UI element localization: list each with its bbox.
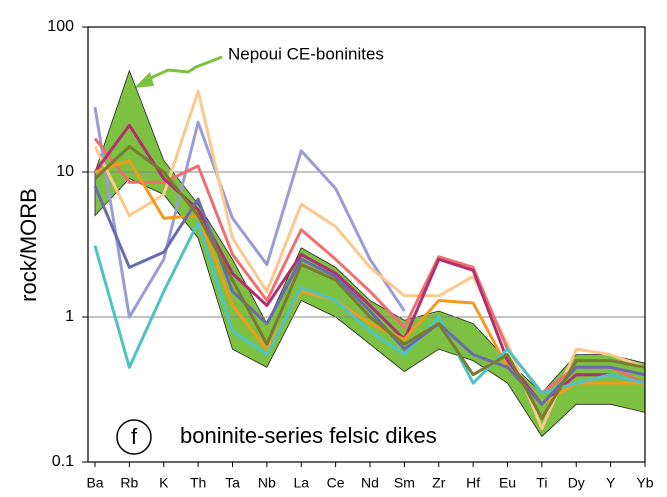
x-tick-label: Ti <box>536 475 547 491</box>
y-tick-label: 0.1 <box>52 453 74 470</box>
x-tick-label: Y <box>606 475 616 491</box>
series-line <box>93 106 406 319</box>
series-line <box>93 89 646 431</box>
y-axis-label: rock/MORB <box>16 188 41 302</box>
panel-circle <box>116 419 152 455</box>
series-line <box>93 137 646 395</box>
series-line <box>93 220 646 395</box>
annotation: Nepoui CE-boninites <box>228 44 384 63</box>
x-tick-label: Eu <box>499 475 516 491</box>
x-tick-label: Nd <box>361 475 379 491</box>
x-tick-label: Ta <box>225 475 240 491</box>
series-line <box>93 185 646 406</box>
x-tick-label: Sm <box>394 475 415 491</box>
x-tick-label: Dy <box>568 475 585 491</box>
y-tick-label: 100 <box>47 18 74 35</box>
y-tick-label: 1 <box>65 308 74 325</box>
x-tick-label: Yb <box>636 475 653 491</box>
annotation-arrow <box>141 55 223 84</box>
x-tick-label: Nb <box>258 475 276 491</box>
y-tick-label: 10 <box>56 163 74 180</box>
x-tick-label: Rb <box>120 475 138 491</box>
x-tick-label: Hf <box>466 475 480 491</box>
x-tick-label: Zr <box>432 475 446 491</box>
panel-label: f <box>131 424 138 449</box>
x-tick-label: Th <box>190 475 206 491</box>
caption: boninite-series felsic dikes <box>180 423 437 448</box>
x-tick-label: K <box>159 475 169 491</box>
series-line <box>93 144 646 420</box>
x-tick-label: Ce <box>327 475 345 491</box>
annotation-arrowhead <box>134 72 154 88</box>
x-tick-label: Ba <box>86 475 103 491</box>
plot-frame <box>87 26 646 463</box>
x-tick-label: La <box>293 475 309 491</box>
